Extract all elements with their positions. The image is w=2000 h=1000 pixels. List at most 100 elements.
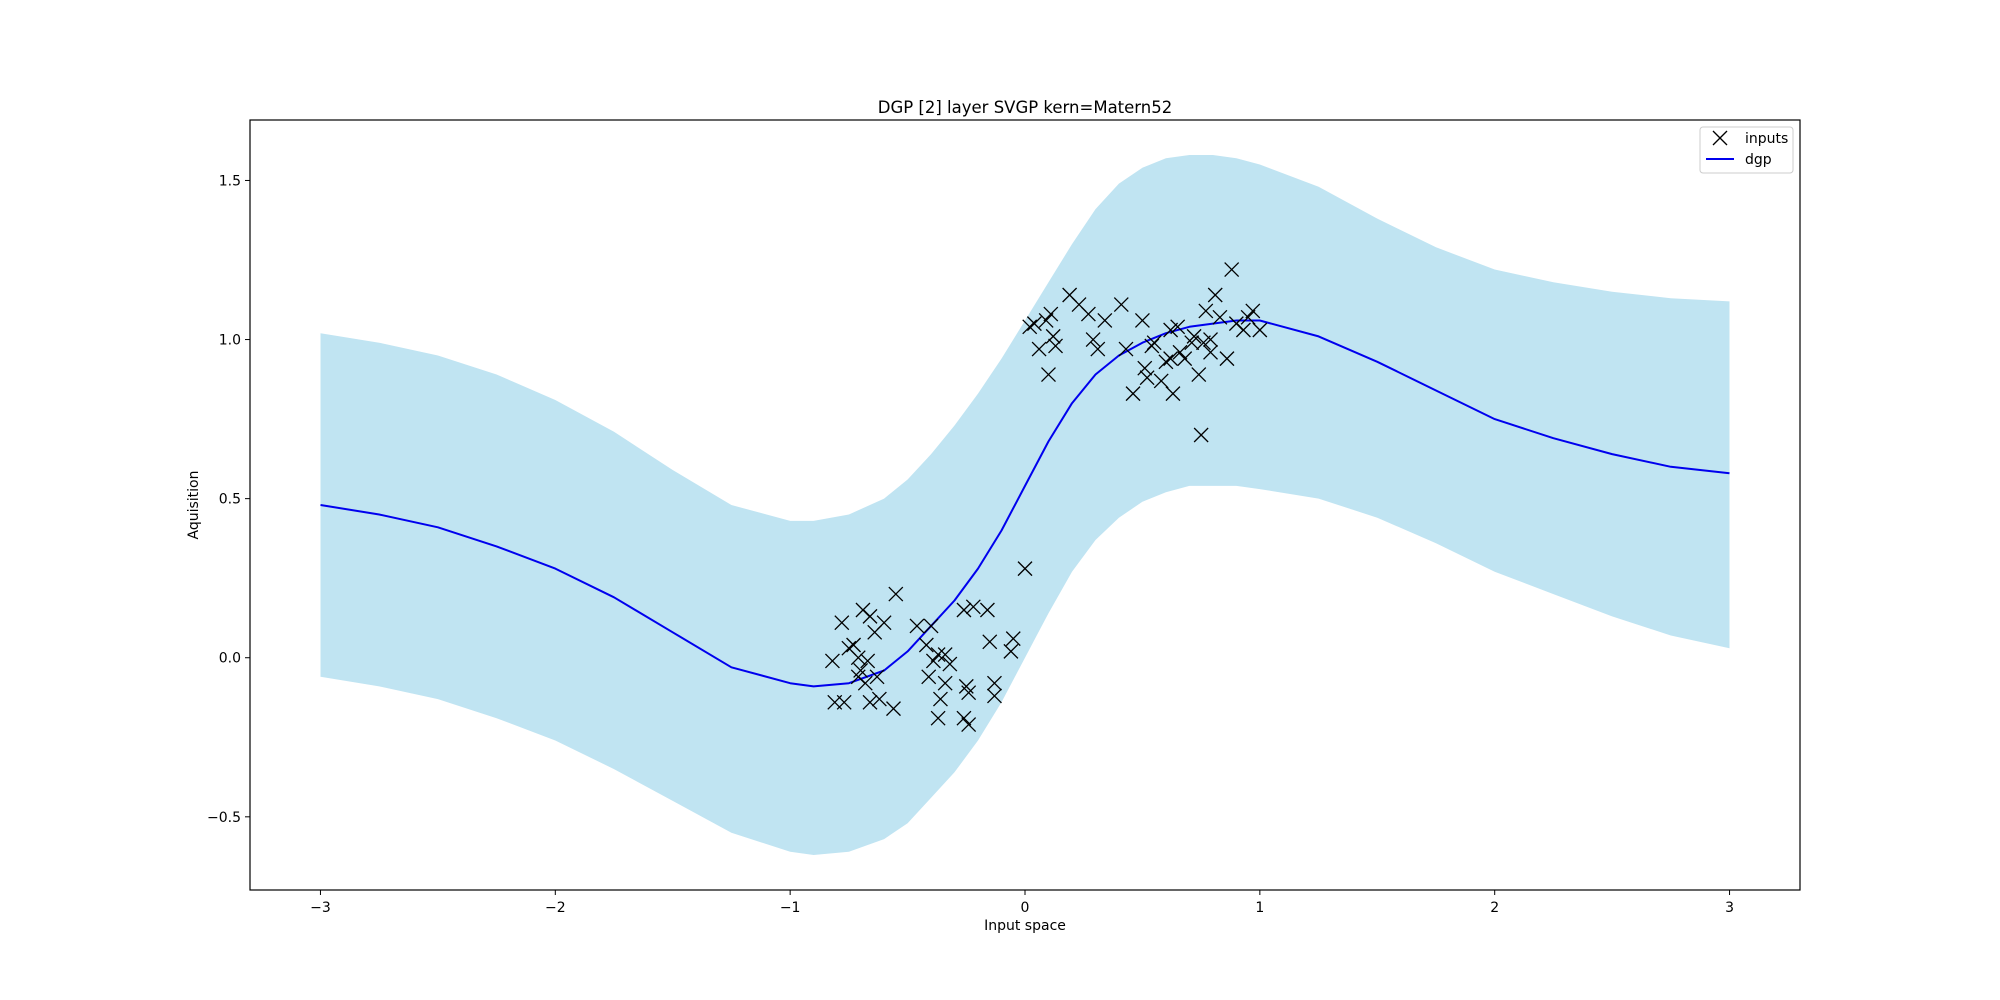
input-marker: [1041, 367, 1056, 383]
input-marker: [918, 637, 934, 653]
input-marker: [876, 615, 892, 631]
input-marker: [942, 656, 958, 672]
input-marker: [1177, 351, 1193, 367]
y-axis-label: Aquisition: [186, 471, 202, 540]
input-marker: [1170, 319, 1186, 335]
y-tick-label: −0.5: [207, 810, 241, 826]
input-marker: [1038, 312, 1054, 328]
input-marker: [987, 675, 1002, 691]
input-marker: [850, 650, 866, 666]
confidence-band: [320, 155, 1730, 855]
input-marker: [1085, 332, 1101, 348]
input-marker: [930, 710, 946, 726]
input-marker: [1186, 328, 1202, 344]
input-marker: [1191, 367, 1207, 383]
input-marker: [965, 599, 981, 615]
input-marker: [909, 618, 925, 634]
input-marker: [937, 647, 953, 663]
input-marker: [1207, 287, 1223, 303]
input-marker: [1224, 262, 1240, 278]
input-marker: [1048, 338, 1063, 354]
legend-box: [1699, 126, 1794, 174]
input-marker: [857, 675, 873, 691]
input-marker: [1097, 312, 1113, 328]
input-marker: [862, 608, 878, 624]
input-marker: [956, 710, 972, 726]
input-marker: [1043, 306, 1059, 322]
plot-area: [320, 155, 1730, 855]
input-marker: [925, 653, 941, 669]
input-marker: [1163, 351, 1179, 367]
input-marker: [1193, 427, 1209, 443]
input-marker: [846, 637, 862, 653]
input-marker: [937, 675, 953, 691]
y-tick-label: 1.0: [219, 333, 241, 349]
dgp-mean-line: [320, 319, 1730, 688]
y-axis: −0.5 0.0 0.5 1.0 1.5: [207, 173, 250, 826]
input-marker: [1153, 373, 1169, 389]
input-marker: [834, 615, 850, 631]
input-marker: [1240, 309, 1256, 325]
input-marker: [1080, 306, 1096, 322]
input-marker: [1146, 335, 1162, 351]
input-marker: [987, 688, 1002, 704]
x-tick-label: −3: [310, 900, 331, 916]
chart-title: DGP [2] layer SVGP kern=Matern52: [878, 98, 1173, 117]
x-axis: −3 −2 −1 0 1 2 3: [310, 890, 1734, 916]
input-marker: [1026, 316, 1042, 332]
x-tick-label: −1: [780, 900, 801, 916]
input-marker: [979, 602, 995, 618]
input-marker: [1235, 322, 1251, 338]
input-marker: [930, 647, 946, 663]
input-marker: [1212, 309, 1228, 325]
input-marker: [932, 691, 948, 707]
y-tick-label: 1.5: [219, 173, 241, 189]
x-tick-label: −2: [545, 900, 566, 916]
input-marker: [836, 694, 852, 710]
input-marker: [1118, 341, 1134, 357]
y-tick-label: 0.5: [219, 492, 241, 508]
legend-dgp-label: dgp: [1745, 152, 1772, 168]
x-tick-label: 0: [1021, 900, 1030, 916]
input-marker: [982, 634, 998, 650]
input-marker: [1125, 386, 1141, 402]
input-marker: [886, 701, 901, 717]
input-marker: [1134, 312, 1150, 328]
input-marker: [862, 694, 878, 710]
x-tick-label: 2: [1490, 900, 1499, 916]
legend-inputs-marker-icon: [1712, 130, 1728, 146]
input-marker: [888, 586, 904, 602]
input-marker: [1203, 344, 1218, 360]
input-marker: [1090, 341, 1106, 357]
input-marker: [1198, 303, 1214, 319]
input-marker: [961, 685, 977, 701]
input-marker: [1045, 328, 1061, 344]
input-marker: [1113, 297, 1129, 313]
input-marker: [1005, 631, 1021, 647]
input-marker: [1252, 322, 1268, 338]
input-marker: [860, 653, 876, 669]
input-marker: [1031, 341, 1047, 357]
input-marker: [1165, 386, 1181, 402]
input-marker: [824, 653, 840, 669]
x-tick-label: 1: [1255, 900, 1264, 916]
input-marker: [871, 691, 887, 707]
input-marker: [1203, 332, 1218, 348]
y-tick-label: 0.0: [219, 651, 241, 667]
input-marker: [1022, 319, 1038, 335]
input-marker: [923, 618, 939, 634]
input-marker: [1158, 354, 1174, 370]
input-marker: [853, 662, 869, 678]
input-marker: [869, 669, 885, 685]
input-marker: [956, 602, 972, 618]
input-marker: [921, 669, 937, 685]
input-marker: [1219, 351, 1235, 367]
x-axis-label: Input space: [984, 918, 1066, 934]
input-marker: [1137, 360, 1153, 376]
input-marker: [1003, 643, 1019, 659]
input-marker: [1139, 370, 1155, 386]
input-marker: [961, 717, 977, 733]
legend: inputs dgp: [1699, 126, 1794, 174]
input-marker: [1245, 303, 1261, 319]
